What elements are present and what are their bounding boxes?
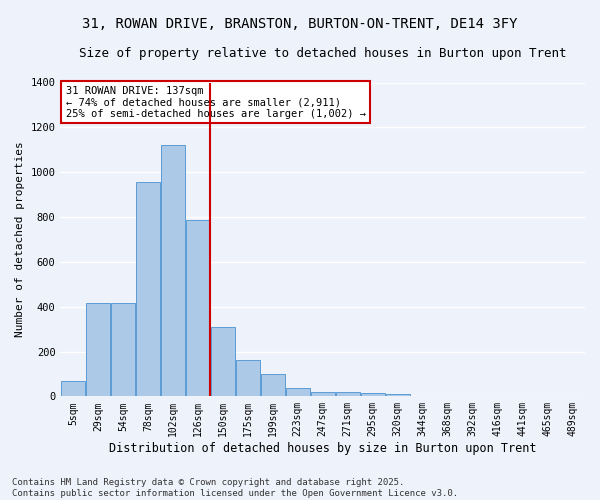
Text: Contains HM Land Registry data © Crown copyright and database right 2025.
Contai: Contains HM Land Registry data © Crown c… [12, 478, 458, 498]
X-axis label: Distribution of detached houses by size in Burton upon Trent: Distribution of detached houses by size … [109, 442, 536, 455]
Bar [61, 380, 85, 396]
Title: Size of property relative to detached houses in Burton upon Trent: Size of property relative to detached ho… [79, 48, 566, 60]
Text: 31, ROWAN DRIVE, BRANSTON, BURTON-ON-TRENT, DE14 3FY: 31, ROWAN DRIVE, BRANSTON, BURTON-ON-TRE… [82, 18, 518, 32]
Bar [286, 388, 310, 396]
Bar [86, 304, 110, 396]
Bar [161, 146, 185, 396]
Bar [186, 220, 209, 396]
Bar [386, 394, 410, 396]
Bar [336, 392, 359, 396]
Text: 31 ROWAN DRIVE: 137sqm
← 74% of detached houses are smaller (2,911)
25% of semi-: 31 ROWAN DRIVE: 137sqm ← 74% of detached… [65, 86, 365, 119]
Bar [111, 304, 135, 396]
Bar [361, 393, 385, 396]
Bar [261, 374, 284, 396]
Bar [311, 392, 335, 396]
Bar [236, 360, 260, 396]
Bar [211, 327, 235, 396]
Y-axis label: Number of detached properties: Number of detached properties [15, 142, 25, 338]
Bar [136, 182, 160, 396]
